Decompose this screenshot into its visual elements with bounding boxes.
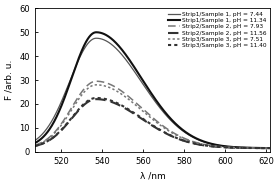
Y-axis label: F /arb. u.: F /arb. u.: [5, 60, 14, 100]
X-axis label: λ /nm: λ /nm: [140, 171, 165, 180]
Legend: Strip1/Sample 1, pH = 7.44, Strip1/Sample 1, pH = 11.34, Strip2/Sample 2, pH = 7: Strip1/Sample 1, pH = 7.44, Strip1/Sampl…: [167, 11, 267, 49]
